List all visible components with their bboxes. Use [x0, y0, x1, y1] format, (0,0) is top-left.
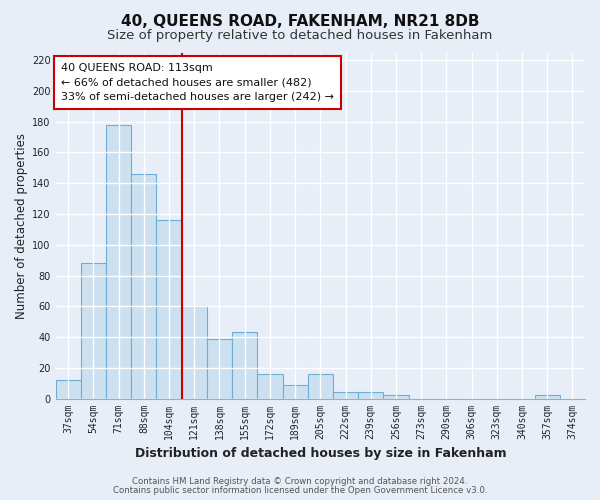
X-axis label: Distribution of detached houses by size in Fakenham: Distribution of detached houses by size …	[134, 447, 506, 460]
Bar	[131, 174, 157, 398]
Bar	[182, 306, 207, 398]
Bar	[535, 396, 560, 398]
Bar	[308, 374, 333, 398]
Bar	[333, 392, 358, 398]
Bar	[106, 125, 131, 398]
Text: Contains public sector information licensed under the Open Government Licence v3: Contains public sector information licen…	[113, 486, 487, 495]
Bar	[358, 392, 383, 398]
Text: 40 QUEENS ROAD: 113sqm
← 66% of detached houses are smaller (482)
33% of semi-de: 40 QUEENS ROAD: 113sqm ← 66% of detached…	[61, 63, 334, 102]
Bar	[81, 263, 106, 398]
Bar	[232, 332, 257, 398]
Bar	[157, 220, 182, 398]
Bar	[383, 396, 409, 398]
Text: 40, QUEENS ROAD, FAKENHAM, NR21 8DB: 40, QUEENS ROAD, FAKENHAM, NR21 8DB	[121, 14, 479, 29]
Bar	[56, 380, 81, 398]
Bar	[257, 374, 283, 398]
Text: Size of property relative to detached houses in Fakenham: Size of property relative to detached ho…	[107, 28, 493, 42]
Bar	[283, 384, 308, 398]
Bar	[207, 338, 232, 398]
Text: Contains HM Land Registry data © Crown copyright and database right 2024.: Contains HM Land Registry data © Crown c…	[132, 477, 468, 486]
Y-axis label: Number of detached properties: Number of detached properties	[15, 132, 28, 318]
